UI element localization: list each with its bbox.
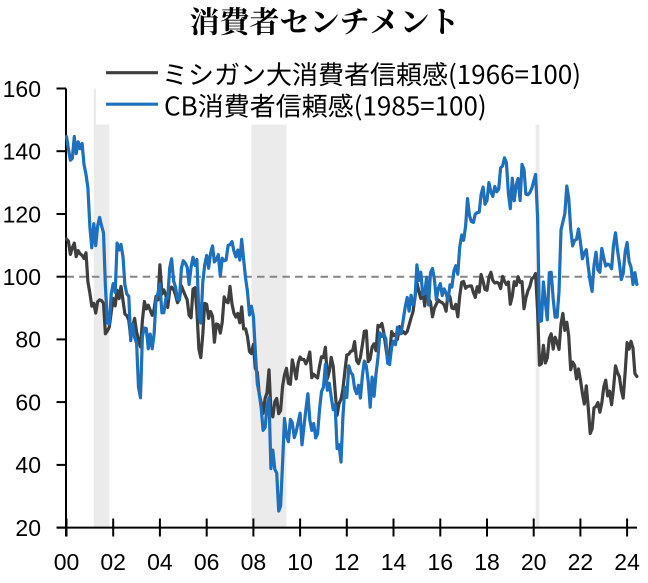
svg-text:160: 160 [3, 76, 41, 102]
svg-text:120: 120 [3, 201, 41, 227]
svg-text:08: 08 [241, 549, 267, 575]
svg-text:140: 140 [3, 139, 41, 165]
svg-text:80: 80 [15, 327, 41, 353]
svg-text:60: 60 [15, 389, 41, 415]
svg-text:12: 12 [334, 549, 360, 575]
svg-text:20: 20 [521, 549, 547, 575]
svg-text:14: 14 [381, 549, 407, 575]
svg-text:10: 10 [287, 549, 313, 575]
svg-text:06: 06 [194, 549, 220, 575]
svg-text:20: 20 [15, 515, 41, 541]
svg-text:100: 100 [3, 264, 41, 290]
svg-text:18: 18 [474, 549, 500, 575]
svg-text:16: 16 [428, 549, 454, 575]
svg-text:02: 02 [100, 549, 126, 575]
svg-text:22: 22 [568, 549, 594, 575]
svg-text:04: 04 [147, 549, 173, 575]
svg-text:24: 24 [614, 549, 640, 575]
svg-text:40: 40 [15, 452, 41, 478]
svg-text:00: 00 [54, 549, 80, 575]
